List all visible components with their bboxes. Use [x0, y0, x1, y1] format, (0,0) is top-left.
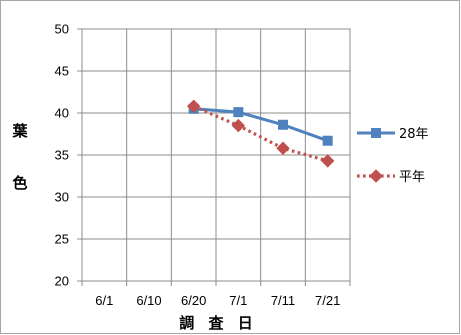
- series-layer: [186, 99, 335, 168]
- series-2-marker: [320, 154, 335, 168]
- x-axis-title: 調 査 日: [179, 314, 252, 332]
- series-2-marker: [231, 118, 246, 133]
- plot-area-border: [81, 28, 351, 282]
- legend-swatch-marker: [369, 169, 383, 183]
- y-tick-label: 25: [55, 232, 69, 247]
- y-tick-label: 45: [55, 64, 69, 79]
- x-tick-label: 7/21: [315, 293, 340, 308]
- series-1-marker: [278, 119, 288, 130]
- y-axis-title-char: 葉: [11, 122, 28, 140]
- legend-item: 平年: [357, 169, 425, 185]
- y-tick-label: 40: [55, 106, 69, 121]
- series-2-line: [193, 104, 329, 163]
- y-tick-label: 20: [55, 274, 69, 289]
- x-tick-label: 6/20: [181, 293, 206, 308]
- y-axis-title: 葉色: [11, 122, 28, 192]
- legend-label: 平年: [399, 170, 425, 185]
- y-tick-labels: 20 25 30 35 40 45 50: [55, 22, 69, 289]
- y-axis-title-char: 色: [12, 174, 27, 192]
- legend-label: 28年: [399, 127, 429, 142]
- legend-swatch-marker: [371, 128, 381, 138]
- y-tick-label: 50: [55, 22, 69, 37]
- series-2-marker: [276, 141, 290, 155]
- x-tick-labels: 6/1 6/10 6/20 7/1 7/11 7/21: [95, 293, 340, 308]
- series-1-marker: [233, 107, 244, 118]
- y-tick-label: 35: [55, 148, 69, 163]
- axes: [77, 28, 351, 286]
- x-tick-label: 6/10: [136, 293, 161, 308]
- x-tick-label: 6/1: [95, 293, 113, 308]
- series-2-marker: [186, 99, 201, 113]
- series-1-line: [193, 107, 329, 143]
- legend-item: 28年: [357, 127, 429, 142]
- x-tick-label: 7/1: [229, 293, 247, 308]
- x-tick-label: 7/11: [271, 293, 295, 308]
- y-tick-label: 30: [55, 190, 69, 205]
- series-1-marker: [322, 135, 333, 146]
